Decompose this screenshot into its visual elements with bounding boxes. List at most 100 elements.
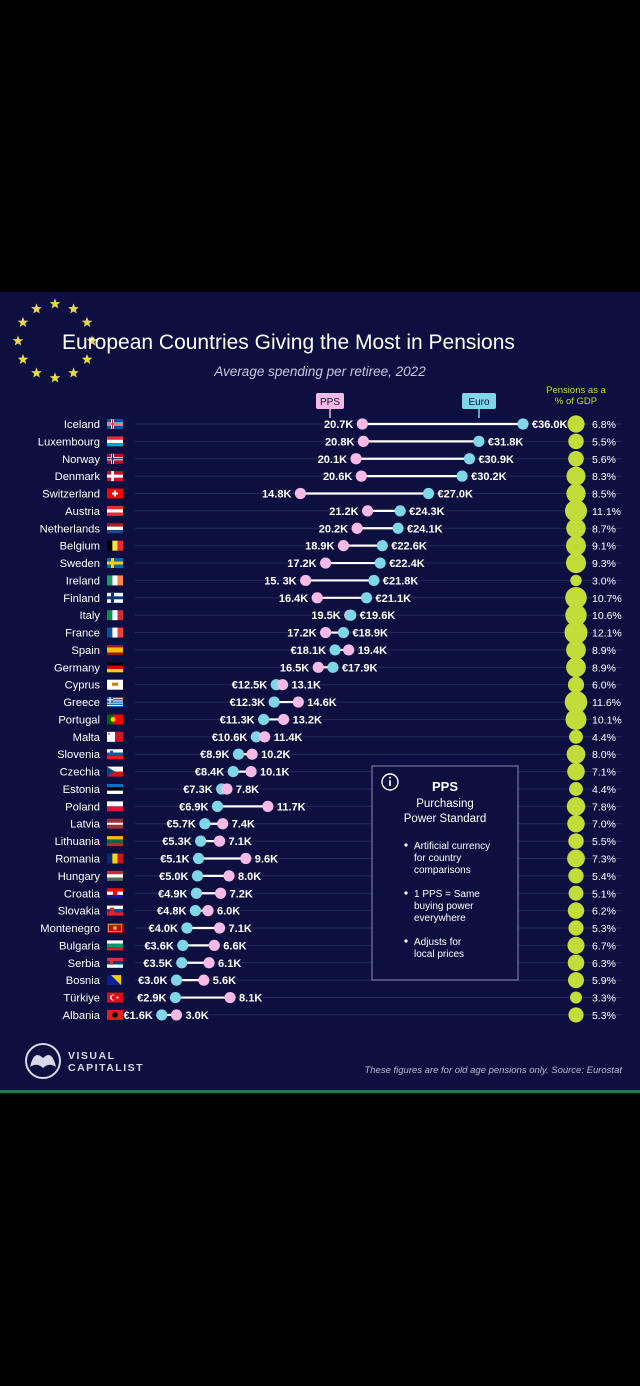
gdp-value-label: 8.9% [592, 645, 616, 657]
star-icon [81, 316, 93, 327]
flag-czechia-icon [107, 766, 123, 777]
pps-value-label: 7.1K [229, 836, 252, 848]
row-albania: Albania €1.6K 3.0K 5.3% [63, 1007, 622, 1023]
gdp-bubble [566, 466, 586, 486]
euro-value-label: €5.1K [160, 854, 189, 866]
flag-luxembourg-icon [107, 436, 123, 447]
pps-value-label: 6.6K [223, 940, 246, 952]
country-label: Czechia [60, 767, 101, 779]
euro-value-label: €8.4K [195, 767, 224, 779]
gdp-value-label: 5.4% [592, 871, 616, 883]
flag-austria-icon [107, 505, 123, 516]
euro-dot [360, 592, 373, 604]
gdp-value-label: 10.7% [592, 593, 622, 605]
row-poland: Poland €6.9K 11.7K 7.8% [65, 797, 622, 816]
pps-value-label: 16.5K [280, 662, 309, 674]
info-title-line3: Power Standard [404, 813, 486, 825]
gdp-value-label: 3.0% [592, 575, 616, 587]
info-bullet-text: everywhere [414, 913, 466, 924]
gdp-bubble [570, 991, 582, 1004]
country-label: Finland [63, 593, 100, 605]
euro-dot [329, 644, 341, 656]
euro-dot [199, 818, 211, 830]
pps-dot [224, 991, 236, 1004]
euro-value-label: €17.9K [342, 662, 378, 674]
bullet-dot [404, 843, 408, 847]
pps-dot [203, 957, 215, 969]
flag-estonia-icon [107, 783, 123, 794]
gdp-value-label: 4.4% [592, 732, 616, 744]
euro-value-label: €24.3K [409, 506, 445, 518]
row-latvia: Latvia €5.7K 7.4K 7.0% [70, 815, 622, 833]
pps-dot [208, 939, 220, 952]
pps-value-label: 13.1K [292, 680, 321, 692]
country-label: Slovakia [58, 906, 101, 918]
pps-value-label: 17.2K [287, 558, 316, 570]
euro-value-label: €6.9K [179, 801, 208, 813]
pps-dot [213, 922, 226, 934]
euro-dot [192, 852, 205, 865]
info-bullet-text: Artificial currency [414, 841, 490, 852]
euro-dot [250, 731, 262, 743]
pps-dot [355, 470, 367, 482]
gdp-bubble [565, 552, 587, 574]
country-label: Cyprus [65, 680, 101, 692]
pps-dot [312, 661, 324, 673]
euro-dot [181, 922, 193, 934]
chart-title: European Countries Giving the Most in Pe… [62, 331, 515, 354]
country-label: Ireland [66, 575, 100, 587]
eu-stars-icon [12, 298, 98, 383]
gdp-bubble [568, 885, 584, 901]
flag-hungary-icon [107, 870, 123, 881]
row-netherlands: Netherlands 20.2K €24.1K 8.7% [40, 518, 622, 539]
euro-value-label: €36.0K [532, 419, 568, 431]
gdp-header-line1: Pensions as a [546, 385, 606, 396]
country-label: Romania [55, 854, 101, 866]
flag-italy-icon [107, 610, 123, 621]
euro-dot [156, 1009, 168, 1021]
gdp-bubble [568, 433, 584, 450]
pps-value-label: 20.2K [319, 523, 348, 535]
flag-latvia-icon [107, 818, 123, 829]
info-title-line2: Purchasing [416, 798, 474, 810]
flag-spain-icon [107, 644, 123, 655]
row-malta: Malta €10.6K 11.4K 4.4% [73, 729, 622, 744]
flag-turkiye-icon [107, 992, 123, 1003]
pps-value-label: 20.6K [323, 471, 352, 483]
gdp-bubble [566, 744, 586, 764]
country-label: Bosnia [66, 975, 101, 987]
euro-value-label: €30.2K [471, 471, 507, 483]
gdp-bubble [566, 483, 586, 504]
euro-dot [376, 540, 388, 552]
euro-dot [392, 522, 404, 534]
pps-value-label: 3.0K [186, 1010, 209, 1022]
row-iceland: Iceland 20.7K €36.0K 6.8% [64, 415, 622, 433]
infographic-panel: European Countries Giving the Most in Pe… [0, 292, 640, 1094]
star-icon [81, 353, 93, 364]
star-icon [12, 335, 24, 346]
gdp-value-label: 6.8% [592, 419, 616, 431]
bottom-divider [0, 1090, 640, 1093]
flag-lithuania-icon [107, 836, 123, 847]
euro-value-label: €27.0K [438, 489, 474, 501]
flag-sweden-icon [107, 558, 123, 569]
row-montenegro: Montenegro €4.0K 7.1K 5.3% [40, 920, 622, 936]
country-label: Poland [65, 801, 100, 813]
gdp-bubble [567, 902, 585, 919]
row-austria: Austria 21.2K €24.3K 11.1% [65, 499, 622, 522]
pps-dot [170, 1009, 183, 1021]
legend: PPS Euro Pensions as a % of GDP [316, 385, 607, 418]
pps-value-label: 6.0K [217, 906, 240, 918]
euro-value-label: €3.5K [143, 958, 172, 970]
star-icon [68, 367, 79, 378]
country-label: Switzerland [42, 489, 100, 501]
pps-dot [198, 974, 210, 986]
flag-germany-icon [107, 662, 123, 673]
pps-value-label: 14.6K [307, 697, 336, 709]
flag-netherlands-icon [107, 523, 123, 534]
euro-value-label: €19.6K [360, 610, 396, 622]
euro-value-label: €3.0K [138, 975, 167, 987]
country-label: Hungary [58, 871, 101, 883]
gdp-bubble [570, 574, 582, 587]
euro-dot [422, 487, 435, 500]
